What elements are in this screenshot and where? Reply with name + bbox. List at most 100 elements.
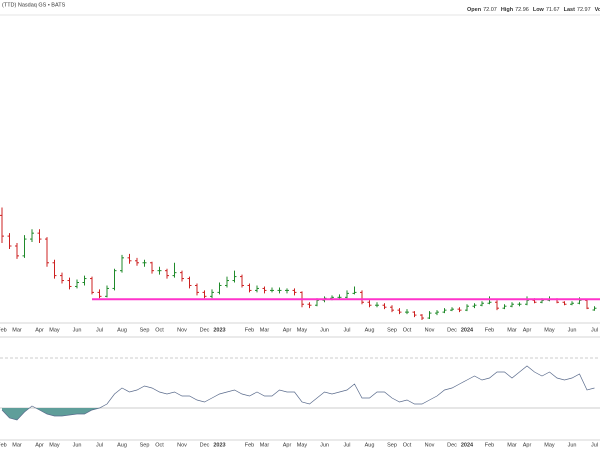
x-tick-label: Apr — [523, 442, 532, 448]
x-tick-label: Mar — [12, 442, 22, 448]
x-tick-label: Jun — [73, 442, 82, 448]
ohlc-bar — [435, 310, 439, 316]
quote-label: Open — [467, 7, 482, 13]
x-tick-label: 2024 — [461, 327, 474, 333]
ohlc-bar — [562, 301, 567, 306]
quote-label: High — [501, 7, 514, 13]
ohlc-bar — [60, 272, 64, 284]
ohlc-bar — [247, 283, 252, 293]
quote-label: Last — [564, 7, 575, 13]
x-tick-label: Dec — [447, 327, 457, 333]
x-tick-label: Feb — [0, 442, 7, 448]
ohlc-bar — [442, 308, 447, 314]
x-tick-label: Aug — [117, 327, 127, 333]
ohlc-bar — [517, 302, 522, 307]
x-tick-label: May — [49, 327, 60, 333]
x-tick-label: Aug — [117, 442, 127, 448]
ohlc-bar — [360, 290, 364, 305]
x-tick-label: Jul — [96, 442, 103, 448]
ohlc-bar — [127, 253, 132, 264]
ohlc-bar — [405, 309, 409, 315]
x-tick-label: Nov — [177, 327, 187, 333]
x-tick-label: Sep — [140, 442, 150, 448]
ohlc-bar — [262, 286, 267, 294]
ohlc-bar — [52, 259, 57, 279]
x-tick-label: Feb — [485, 442, 494, 448]
x-tick-label: May — [297, 327, 308, 333]
x-tick-label: Mar — [260, 327, 270, 333]
ohlc-bar — [472, 303, 477, 309]
ohlc-bar — [45, 237, 49, 267]
x-tick-label: Feb — [0, 327, 7, 333]
x-tick-label: Jun — [320, 327, 329, 333]
x-tick-label: Jul — [343, 442, 350, 448]
ohlc-bar — [285, 288, 289, 294]
ohlc-bar — [0, 207, 4, 244]
x-tick-label: Oct — [403, 327, 412, 333]
ohlc-bar — [240, 274, 244, 288]
ohlc-bar — [367, 300, 372, 308]
x-tick-label: Oct — [403, 442, 412, 448]
ohlc-bar — [15, 243, 19, 259]
x-tick-label: Mar — [260, 442, 270, 448]
x-tick-label: 2024 — [461, 442, 474, 448]
ohlc-bar — [450, 307, 454, 312]
ohlc-bar — [165, 268, 169, 279]
x-tick-label: Aug — [365, 327, 375, 333]
x-tick-label: May — [544, 442, 555, 448]
ohlc-bar — [277, 287, 282, 294]
x-tick-label: Sep — [387, 442, 397, 448]
x-tick-label: Dec — [447, 442, 457, 448]
quote-value: 72.07 — [483, 7, 497, 13]
ohlc-bar — [195, 283, 199, 296]
ohlc-bar — [390, 305, 394, 313]
x-tick-label: Dec — [200, 327, 210, 333]
ohlc-bar — [67, 277, 72, 290]
ohlc-bar — [270, 287, 274, 293]
ohlc-bar — [112, 268, 117, 291]
x-tick-label: May — [297, 442, 308, 448]
ohlc-bar — [585, 299, 589, 310]
x-tick-label: Sep — [140, 327, 150, 333]
ohlc-bar — [592, 306, 597, 311]
x-tick-label: Nov — [177, 442, 187, 448]
ohlc-bar — [352, 286, 357, 295]
indicator-line — [1, 365, 595, 421]
x-tick-label: Mar — [12, 327, 22, 333]
ohlc-bar — [375, 302, 379, 308]
x-tick-label: May — [544, 327, 555, 333]
ohlc-bar — [525, 296, 529, 306]
x-tick-label: Apr — [283, 442, 292, 448]
x-tick-label: Jun — [568, 327, 577, 333]
ohlc-bar — [225, 276, 229, 288]
x-tick-label: Jun — [320, 442, 329, 448]
x-tick-label: Feb — [485, 327, 494, 333]
x-tick-label: Jul — [343, 327, 350, 333]
x-tick-label: Oct — [155, 327, 164, 333]
quote-label: Low — [533, 7, 545, 13]
ohlc-bar — [172, 262, 177, 278]
ohlc-bar — [255, 285, 259, 293]
x-tick-label: Mar — [507, 327, 517, 333]
x-tick-label: Apr — [35, 327, 44, 333]
x-tick-label: Feb — [245, 442, 254, 448]
ohlc-bar — [570, 301, 574, 306]
x-tick-label: Aug — [365, 442, 375, 448]
quote-value: 71.67 — [546, 7, 560, 13]
ohlc-bar — [90, 276, 94, 295]
ohlc-bar — [105, 285, 109, 298]
x-tick-label: Apr — [523, 327, 532, 333]
x-tick-label: Mar — [507, 442, 517, 448]
ohlc-bar — [217, 282, 222, 295]
ohlc-bar — [502, 304, 507, 310]
ohlc-bar — [202, 290, 207, 299]
symbol-label: (TTD) Nasdaq GS • BATS — [2, 2, 66, 8]
x-tick-label: Jun — [568, 442, 577, 448]
ohlc-bar — [232, 270, 237, 283]
ohlc-bar — [427, 311, 432, 320]
ohlc-bar — [457, 307, 462, 313]
x-tick-label: Jun — [73, 327, 82, 333]
